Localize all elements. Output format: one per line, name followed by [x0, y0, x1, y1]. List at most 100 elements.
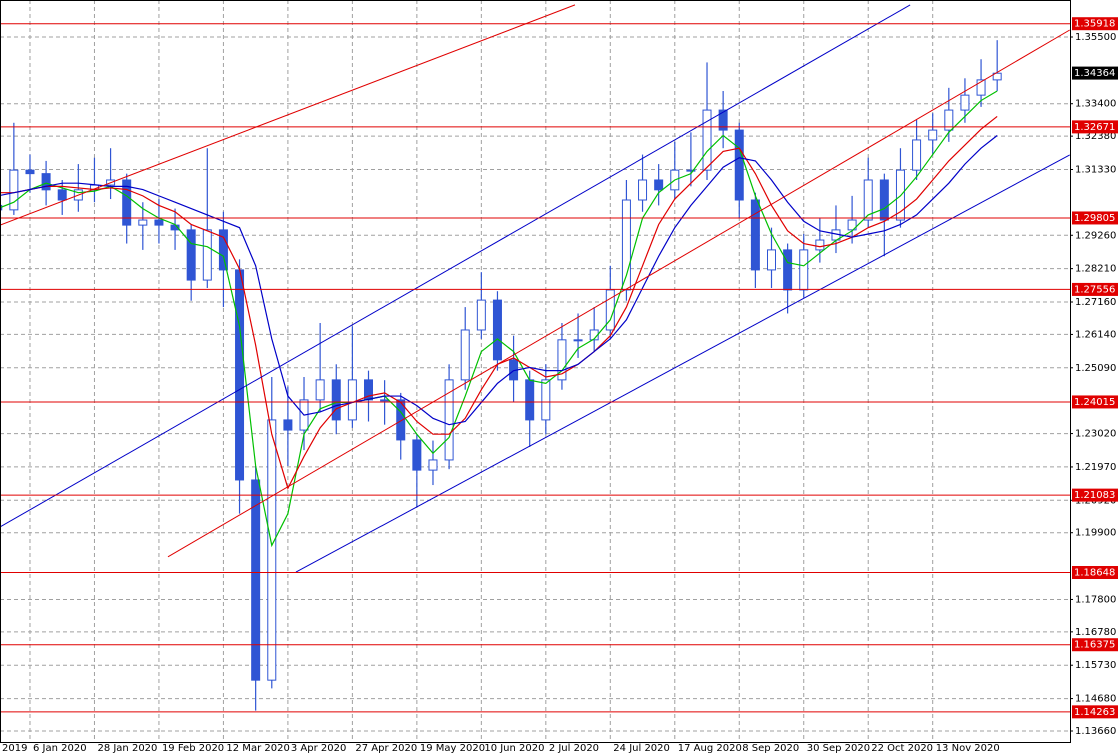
candle-body — [686, 169, 696, 172]
level-label-box — [1072, 488, 1118, 502]
candle-body — [460, 329, 470, 381]
candle-body — [847, 219, 857, 231]
candle-body — [476, 299, 486, 331]
trend-line — [0, 4, 911, 528]
y-tick-label: 1.28210 — [1075, 264, 1116, 275]
x-tick-label: 12 Mar 2020 — [226, 743, 289, 754]
level-label: 1.14263 — [1074, 707, 1115, 718]
candle-body — [928, 129, 938, 141]
plot-area — [0, 4, 1070, 713]
y-tick-label: 1.14680 — [1075, 694, 1116, 705]
y-tick-label: 1.13660 — [1075, 726, 1116, 737]
candle-body — [251, 479, 261, 681]
candle-body — [863, 179, 873, 221]
candle-body — [767, 249, 776, 271]
candle-body — [444, 379, 454, 461]
level-label-box — [1072, 638, 1118, 652]
level-label: 1.18648 — [1074, 567, 1115, 578]
x-tick-label: 17 Aug 2020 — [678, 743, 742, 754]
candle-body — [734, 129, 744, 201]
x-tick-label: 3 Apr 2020 — [291, 743, 346, 754]
candle-body — [122, 179, 132, 226]
candle-body — [960, 94, 970, 111]
level-label: 1.24015 — [1074, 397, 1115, 408]
moving-average — [0, 90, 998, 548]
candle-body — [9, 169, 19, 211]
x-tick-label: 2019 — [2, 743, 27, 754]
candle-body — [541, 379, 551, 421]
candle-body — [25, 169, 35, 175]
candle-body — [331, 379, 341, 421]
x-tick-label: 19 Feb 2020 — [162, 743, 224, 754]
y-tick-label: 1.26140 — [1075, 329, 1116, 340]
x-tick-label: 6 Jan 2020 — [33, 743, 87, 754]
candle-body — [944, 109, 954, 131]
candle-body — [396, 399, 406, 441]
candle-body — [654, 179, 664, 191]
candle-body — [815, 239, 825, 251]
candle-body — [380, 399, 390, 402]
y-tick-label: 1.15730 — [1075, 660, 1116, 671]
x-tick-label: 27 Apr 2020 — [355, 743, 417, 754]
y-tick-label: 1.25090 — [1075, 363, 1116, 374]
y-tick-label: 1.31330 — [1075, 165, 1116, 176]
candle-body — [186, 229, 196, 281]
candle-body — [138, 219, 148, 226]
level-label-box — [1072, 395, 1118, 409]
candle-body — [154, 219, 164, 226]
y-tick-label: 1.33400 — [1075, 99, 1116, 110]
candle-body — [525, 379, 535, 421]
y-tick-label: 1.35500 — [1075, 32, 1116, 43]
candle-body — [621, 199, 631, 291]
y-tick-label: 1.27160 — [1075, 297, 1116, 308]
candle-body — [202, 229, 212, 281]
level-label-box — [1072, 705, 1118, 719]
moving-average — [0, 135, 998, 426]
x-tick-label: 22 Oct 2020 — [871, 743, 933, 754]
y-tick-label: 1.21970 — [1075, 462, 1116, 473]
y-tick-label: 1.32380 — [1075, 131, 1116, 142]
y-tick-label: 1.16780 — [1075, 627, 1116, 638]
last-price-box — [1072, 66, 1118, 80]
candle-body — [992, 72, 1002, 81]
level-label-box — [1072, 211, 1118, 225]
candle-body — [783, 249, 793, 291]
candle-body — [750, 199, 760, 271]
y-tick-label: 1.19900 — [1075, 528, 1116, 539]
x-tick-label: 13 Nov 2020 — [936, 743, 1000, 754]
candle-body — [315, 379, 325, 401]
candle-body — [492, 299, 502, 361]
x-tick-label: 28 Jan 2020 — [97, 743, 157, 754]
x-tick-label: 8 Sep 2020 — [742, 743, 799, 754]
candle-body — [557, 339, 567, 381]
candle-body — [218, 229, 228, 271]
x-tick-label: 2 Jul 2020 — [549, 743, 599, 754]
y-tick-label: 1.29260 — [1075, 230, 1116, 241]
level-label: 1.35918 — [1074, 19, 1115, 30]
level-label-box — [1072, 282, 1118, 296]
candle-body — [718, 109, 728, 131]
level-label: 1.16375 — [1074, 640, 1115, 651]
level-label-box — [1072, 17, 1118, 31]
trend-line — [167, 29, 1070, 558]
candle-body — [41, 173, 51, 191]
trend-line — [295, 154, 1070, 573]
candle-body — [283, 419, 293, 431]
level-label-box — [1072, 120, 1118, 134]
x-tick-label: 24 Jul 2020 — [613, 743, 670, 754]
candle-body — [412, 439, 422, 471]
candle-body — [638, 179, 648, 201]
level-label: 1.32671 — [1074, 122, 1115, 133]
candle-body — [235, 269, 245, 481]
candle-body — [347, 379, 357, 421]
candle-body — [267, 419, 277, 681]
candle-body — [573, 339, 583, 342]
candle-body — [976, 79, 986, 96]
x-tick-label: 10 Jun 2020 — [484, 743, 544, 754]
trend-line — [0, 4, 576, 226]
level-label: 1.21083 — [1074, 490, 1115, 501]
candle-body — [912, 139, 922, 171]
level-label-box — [1072, 565, 1118, 579]
